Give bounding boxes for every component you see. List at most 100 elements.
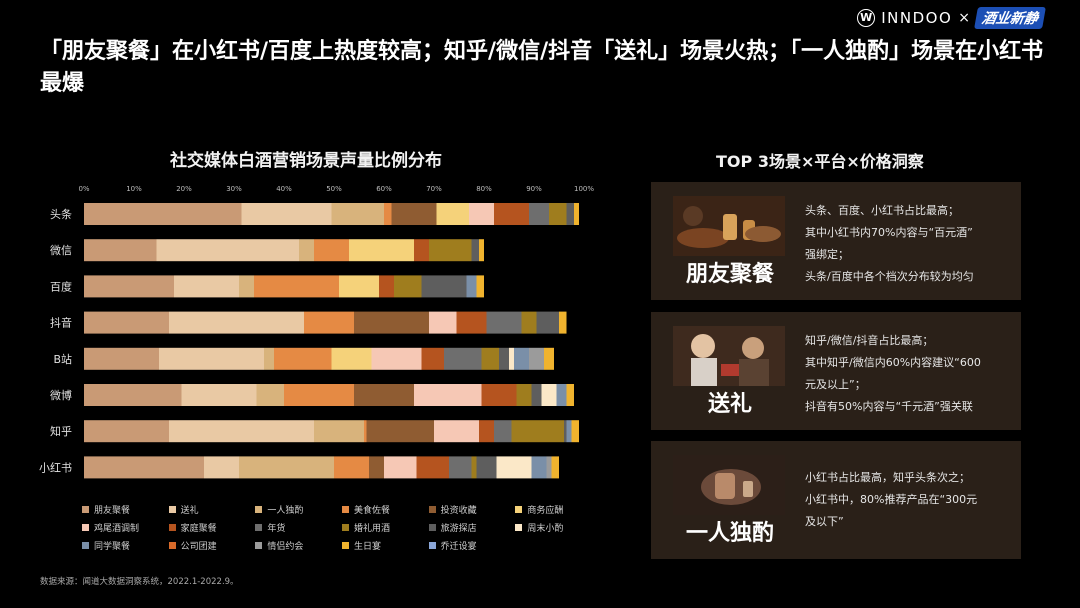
bar-segment <box>566 420 572 443</box>
bar-segment <box>551 456 559 479</box>
legend-swatch <box>515 523 523 531</box>
logo-separator: × <box>958 10 970 26</box>
bar-segment <box>414 239 429 262</box>
legend-swatch <box>341 505 349 513</box>
legend-item: 生日宴 <box>341 538 429 552</box>
bar-segment <box>456 311 487 334</box>
legend-label: 周末小酌 <box>527 523 564 534</box>
card-label-gift: 送礼 <box>707 392 752 417</box>
legend-label: 朋友聚餐 <box>94 505 131 516</box>
category-label: 小红书 <box>39 461 72 474</box>
category-label: 抖音 <box>50 316 72 330</box>
bar-segment <box>521 311 537 334</box>
bar-segment <box>241 203 332 225</box>
category-label: 微博 <box>50 388 72 402</box>
legend-item: 投资收藏 <box>428 502 516 516</box>
bar-segment <box>379 275 394 298</box>
bar-segment <box>391 203 437 225</box>
x-tick-label: 10% <box>126 185 142 193</box>
bar-segment <box>559 311 567 334</box>
bar-segment <box>256 384 284 406</box>
bar-segment <box>476 456 497 479</box>
legend-item: 一人独酌 <box>255 502 342 516</box>
bar-segment <box>481 347 499 370</box>
bar-segment <box>434 420 479 443</box>
chart-legend: 朋友聚餐 送礼 一人独酌 美食佐餐 投资收藏 商务应酬 鸡尾酒调制 家庭聚餐 年货 婚礼用酒 旅游探… <box>82 502 602 552</box>
bar-segment <box>476 275 484 298</box>
legend-swatch <box>515 505 523 513</box>
legend-item: 鸡尾酒调制 <box>82 520 169 534</box>
x-tick-label: 20% <box>176 185 192 193</box>
bar-segment <box>449 456 472 479</box>
legend-label: 旅游探店 <box>440 523 477 534</box>
insight-card-gift: 送礼 知乎/微信/抖音占比最高； 其中知乎/微信内60%内容建议“600 元及以… <box>651 312 1021 430</box>
chart-title: 社交媒体白酒营销场景声量比例分布 <box>170 151 442 171</box>
x-tick-label: 100% <box>574 185 594 193</box>
bar-segment <box>546 456 552 479</box>
x-tick-label: 50% <box>326 185 342 193</box>
bar-segment <box>264 347 274 370</box>
bar-segment <box>556 384 567 406</box>
bar-segment <box>369 456 384 479</box>
bar-segment <box>159 347 264 370</box>
bar-segment <box>496 456 532 479</box>
bar-segment <box>299 239 314 262</box>
bar-segment <box>514 347 529 370</box>
bar-segment <box>384 456 417 479</box>
bar-segment <box>156 239 299 262</box>
card-text-friends-dinner: 头条、百度、小红书占比最高； 其中小红书内70%内容与“百元酒” 强绑定； 头条… <box>805 200 1011 288</box>
legend-swatch <box>255 505 263 513</box>
bar-segment <box>536 311 559 334</box>
bar-segment <box>511 420 564 443</box>
bar-segment <box>331 203 384 225</box>
legend-item: 公司团建 <box>168 538 256 552</box>
bar-segment <box>304 311 354 334</box>
bar-segment <box>479 420 494 443</box>
bar-segment <box>314 239 349 262</box>
bar-segment <box>331 347 372 370</box>
insights-title: TOP 3场景×平台×价格洞察 <box>716 152 924 171</box>
legend-item: 美食佐餐 <box>341 502 429 516</box>
legend-label: 婚礼用酒 <box>353 523 390 534</box>
bar-segment <box>541 384 557 406</box>
stacked-bar-chart: 0% 10% 20% 30% 40% 50% 60% 70% 80% 90% 100% 头条微信百度抖… <box>39 185 594 479</box>
legend-swatch <box>341 541 349 549</box>
bar-segment <box>421 275 467 298</box>
card-line: 强绑定； <box>805 248 849 261</box>
legend-swatch <box>255 541 263 549</box>
bar-segment <box>529 203 549 225</box>
bar-segment <box>84 420 169 443</box>
bar-segment <box>564 420 567 443</box>
bar-segment <box>169 420 314 443</box>
legend-item: 同学聚餐 <box>82 538 169 552</box>
bar-segment <box>531 456 547 479</box>
page-headline: 「朋友聚餐」在小红书/百度上热度较高；知乎/微信/抖音「送礼」场景火热；「一人独… <box>40 39 1044 96</box>
legend-label: 送礼 <box>180 505 199 516</box>
bar-segment <box>84 384 182 406</box>
bar-segment <box>471 239 479 262</box>
bar-segment <box>354 311 429 334</box>
legend-swatch <box>82 523 89 531</box>
bar-segment <box>429 311 457 334</box>
legend-label: 乔迁设宴 <box>440 541 477 552</box>
insight-card-drinking-alone: 一人独酌 小红书占比最高，知乎头条次之； 小红书中，80%推荐产品在“300元 … <box>651 441 1021 559</box>
card-line: 其中知乎/微信内60%内容建议“600 <box>805 356 981 369</box>
legend-label: 年货 <box>267 523 286 534</box>
legend-label: 情侣约会 <box>267 541 304 552</box>
bar-segment <box>84 456 204 479</box>
bar-segment <box>274 347 332 370</box>
legend-swatch <box>82 505 89 513</box>
card-text-gift: 知乎/微信/抖音占比最高； 其中知乎/微信内60%内容建议“600 元及以上”；… <box>805 330 1011 418</box>
bar-segment <box>466 275 477 298</box>
bar-segment <box>284 384 354 406</box>
legend-swatch <box>168 541 176 549</box>
legend-item: 年货 <box>255 520 342 534</box>
legend-item: 送礼 <box>168 502 256 516</box>
bar-segment <box>479 239 484 262</box>
legend-item: 乔迁设宴 <box>428 538 516 552</box>
bar-segment <box>84 239 157 262</box>
legend-label: 投资收藏 <box>440 505 477 516</box>
bar-segment <box>181 384 257 406</box>
legend-item: 朋友聚餐 <box>82 502 169 516</box>
category-label: 百度 <box>50 279 72 293</box>
